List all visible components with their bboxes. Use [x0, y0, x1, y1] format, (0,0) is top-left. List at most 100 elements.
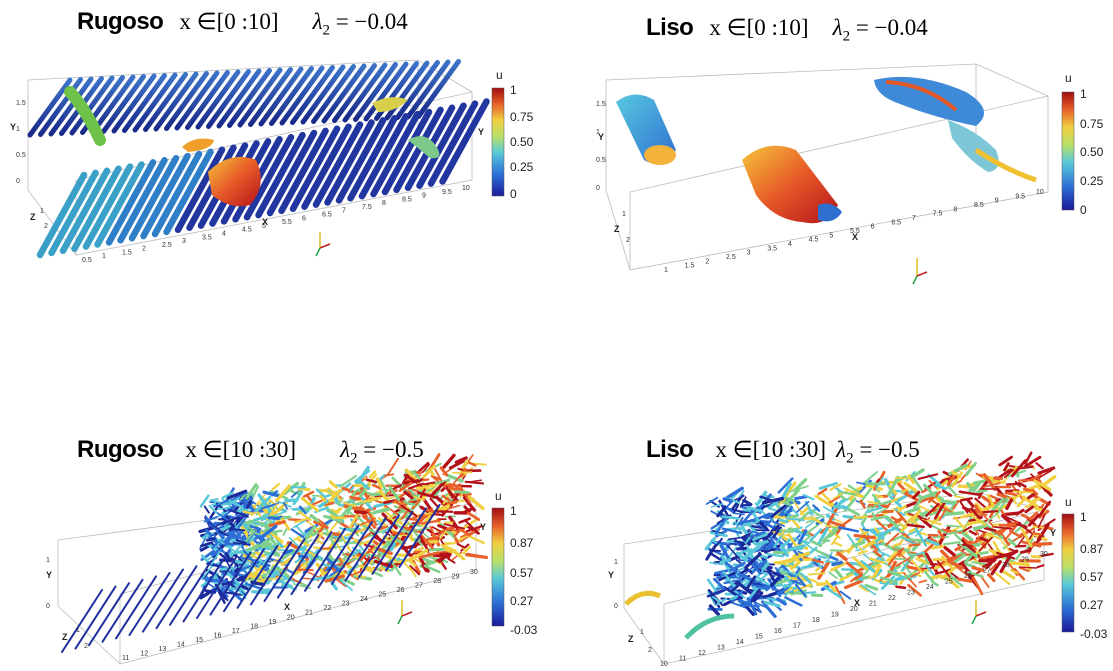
- vortex-tube: [450, 492, 459, 502]
- vortex-tube: [59, 167, 111, 255]
- vortex-tube: [241, 493, 255, 512]
- vortex-tube: [996, 551, 1016, 560]
- vortex-tube: [389, 534, 405, 545]
- vortex-tube: [846, 507, 860, 517]
- vortex-tube: [860, 560, 877, 574]
- svg-text:0.87: 0.87: [510, 536, 534, 550]
- vortex-tube: [943, 511, 965, 517]
- x-tick-label: 8: [953, 206, 957, 213]
- range-label: x ∈[0 :10]: [709, 15, 809, 40]
- vortex-tube: [1036, 523, 1050, 542]
- vortex-tube: [748, 588, 761, 605]
- vortex-tube: [232, 541, 250, 546]
- vortex-tube: [302, 577, 312, 580]
- vortex-tube: [753, 602, 762, 614]
- vortex-tube: [805, 516, 820, 524]
- vortex-tube: [960, 497, 973, 502]
- vortex-tube: [722, 571, 735, 587]
- x-tick-label: 1: [664, 267, 668, 274]
- vortex-tube: [451, 551, 463, 561]
- vortex-tube: [105, 159, 157, 246]
- svg-text:1: 1: [596, 129, 600, 136]
- svg-text:0.50: 0.50: [1080, 145, 1104, 159]
- vortex-tube: [256, 560, 263, 568]
- vortex-tube: [794, 583, 807, 598]
- vortex-tube: [360, 496, 373, 511]
- vortex-tube: [330, 508, 340, 514]
- vortex-tube: [230, 528, 246, 532]
- svg-text:1: 1: [510, 504, 517, 518]
- svg-text:X: X: [284, 602, 290, 612]
- vortex-tube: [1037, 513, 1046, 529]
- vortex-tube: [269, 66, 314, 126]
- svg-text:0.25: 0.25: [1080, 174, 1104, 188]
- vortex-tube: [709, 531, 728, 538]
- vortex-tube: [400, 504, 418, 518]
- vortex-tube: [955, 551, 965, 557]
- vortex-tube: [728, 554, 742, 562]
- x-tick-label: 29: [1021, 557, 1029, 564]
- vortex-tube: [743, 546, 759, 559]
- x-tick-label: 21: [869, 601, 877, 608]
- vortex-tube: [185, 70, 230, 130]
- vortex-tube: [946, 559, 965, 570]
- x-tick-label: 9: [995, 198, 999, 205]
- svg-text:Z: Z: [614, 224, 620, 234]
- vortex-tube: [872, 564, 882, 579]
- vortex-tube: [245, 500, 252, 509]
- vortex-tube: [239, 492, 247, 501]
- vortex-tube: [209, 551, 252, 616]
- vortex-tube: [432, 528, 446, 543]
- x-tick-label: 10: [1036, 189, 1044, 196]
- vortex-tube: [392, 491, 407, 504]
- vortex-tube: [61, 589, 103, 653]
- vortex-tube: [1035, 462, 1044, 470]
- vortex-tube: [803, 524, 819, 536]
- vortex-tube: [398, 481, 413, 492]
- vortex-tube: [143, 72, 188, 132]
- vortex-tube: [289, 125, 341, 213]
- lambda-label: λ2 = −0.04: [832, 15, 928, 45]
- vortex-tube: [363, 61, 409, 122]
- vortex-tube: [796, 500, 810, 513]
- vortex-tube: [454, 490, 470, 494]
- vortex-tube: [839, 590, 852, 600]
- vortex-tube: [1033, 479, 1052, 492]
- vortex-tube: [957, 577, 973, 583]
- vortex-tube: [873, 549, 882, 558]
- vortex-tube: [867, 500, 880, 505]
- vortex-tube: [448, 459, 465, 470]
- vortex-tube: [263, 538, 306, 602]
- vortex-tube: [227, 68, 272, 128]
- x-tick-label: 2: [142, 246, 146, 253]
- vortex-tube: [904, 537, 925, 543]
- vortex-tube: [770, 576, 781, 588]
- vortex-tube: [752, 581, 767, 588]
- vortex-tube: [290, 531, 333, 596]
- vortex-tube: [235, 514, 246, 526]
- vortex-tube: [367, 473, 378, 485]
- x-tick-label: 18: [250, 623, 258, 630]
- vortex-tube: [235, 539, 248, 545]
- vortex-tube: [706, 588, 726, 598]
- vortex-tube: [142, 568, 184, 633]
- vortex-tube: [371, 483, 382, 490]
- panel-title: Rugoso x ∈[0 :10] λ2 = −0.04: [77, 8, 408, 40]
- vortex-tube: [739, 603, 760, 608]
- vortex-tube: [966, 498, 975, 508]
- vortex-tube: [453, 530, 461, 538]
- vortex-tube: [822, 506, 839, 517]
- vortex-tube: [941, 489, 953, 497]
- vortex-tube: [331, 539, 345, 544]
- x-tick-label: 17: [232, 628, 240, 635]
- vortex-tube: [218, 531, 229, 537]
- vortex-tube: [712, 595, 721, 603]
- vortex-tube: [998, 455, 1013, 467]
- vortex-tube: [237, 516, 247, 529]
- vortex-tube: [706, 578, 717, 591]
- svg-text:1: 1: [1080, 510, 1087, 524]
- vortex-tube: [1010, 569, 1019, 575]
- vortex-tube: [940, 499, 958, 505]
- x-tick-label: 30: [470, 569, 478, 576]
- vortex-tube: [169, 561, 211, 626]
